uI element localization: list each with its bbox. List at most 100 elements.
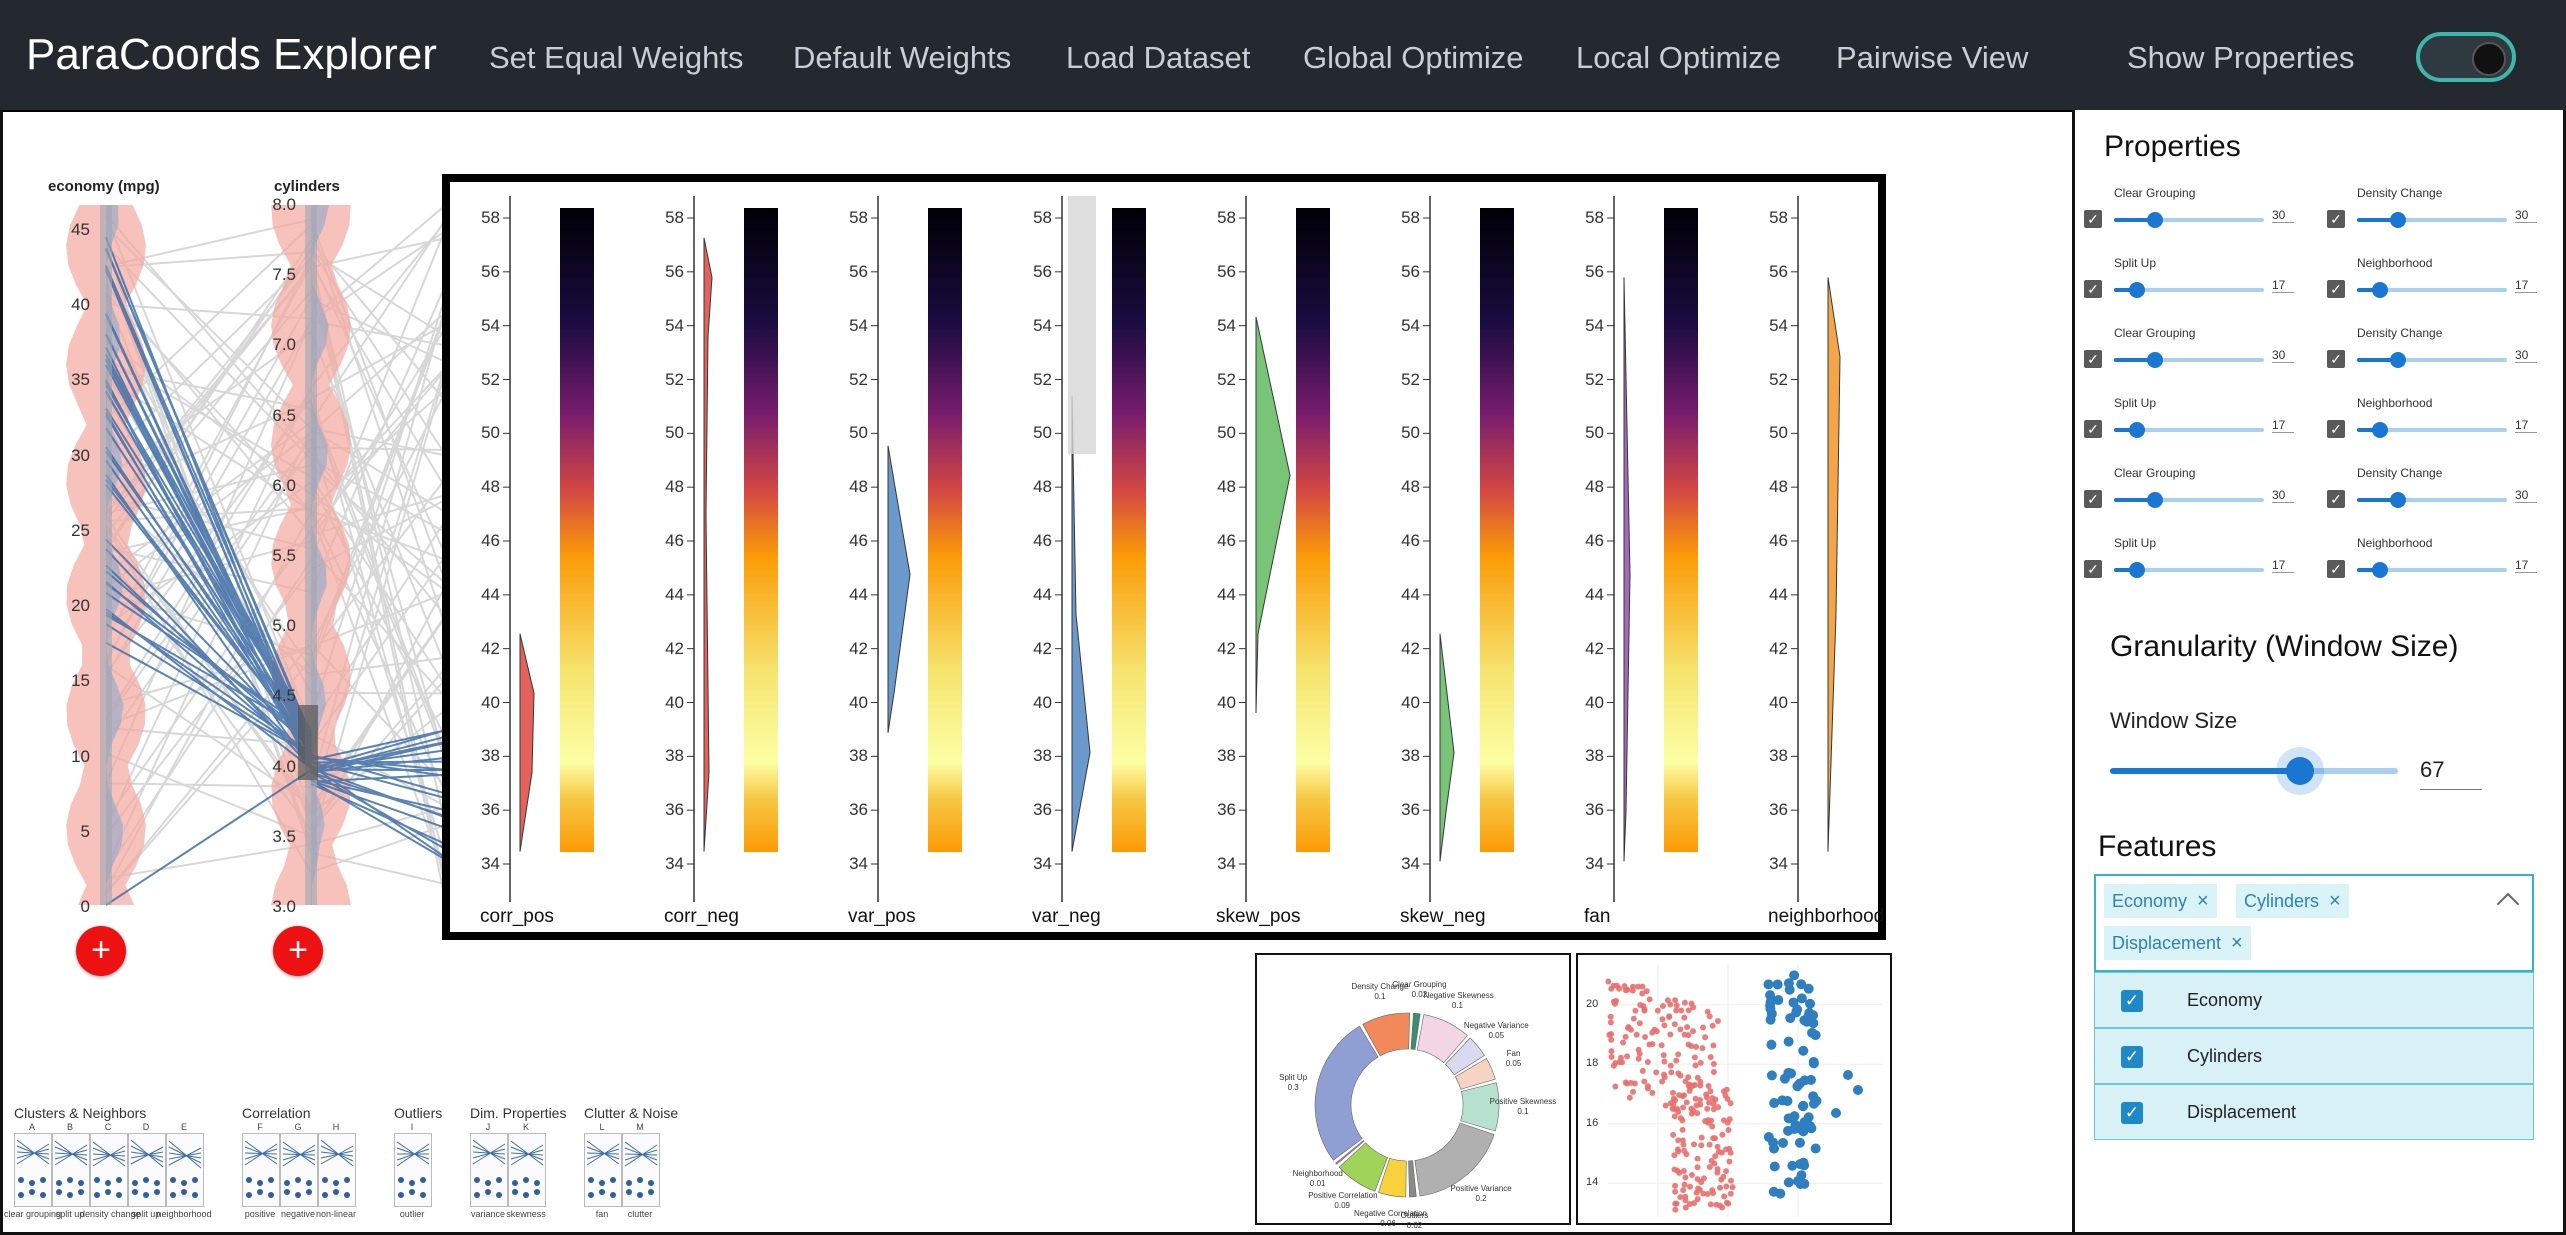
pattern-thumbnail[interactable] <box>280 1133 318 1207</box>
property-slider-thumb[interactable] <box>2389 352 2406 368</box>
property-slider[interactable] <box>2114 282 2264 298</box>
property-value[interactable]: 17 <box>2272 558 2294 573</box>
close-icon[interactable]: × <box>2231 932 2243 954</box>
pattern-thumbnail[interactable] <box>166 1133 204 1207</box>
property-slider-thumb[interactable] <box>2371 282 2388 298</box>
property-value[interactable]: 17 <box>2515 418 2537 433</box>
pattern-thumbnail[interactable] <box>14 1133 52 1207</box>
property-slider-thumb[interactable] <box>2128 282 2145 298</box>
window-size-slider-thumb[interactable] <box>2286 757 2315 785</box>
set-equal-weights-button[interactable]: Set Equal Weights <box>489 40 744 75</box>
features-heading: Features <box>2098 830 2217 863</box>
pattern-thumbnail[interactable] <box>242 1133 280 1207</box>
property-checkbox[interactable]: ✓ <box>2084 420 2102 438</box>
checkbox-economy[interactable]: ✓ <box>2121 990 2143 1012</box>
property-checkbox[interactable]: ✓ <box>2327 350 2345 368</box>
property-value[interactable]: 17 <box>2272 418 2294 433</box>
pattern-thumbnail[interactable] <box>394 1133 432 1207</box>
property-value[interactable]: 30 <box>2272 348 2294 363</box>
property-value[interactable]: 17 <box>2515 558 2537 573</box>
property-slider-thumb[interactable] <box>2371 562 2388 578</box>
property-slider-thumb[interactable] <box>2146 492 2163 508</box>
property-checkbox[interactable]: ✓ <box>2327 280 2345 298</box>
property-slider[interactable] <box>2357 422 2507 438</box>
close-icon[interactable]: × <box>2197 890 2209 912</box>
chip-economy[interactable]: Economy × <box>2104 884 2217 918</box>
metric-y-tick: 38 <box>481 746 500 766</box>
local-optimize-button[interactable]: Local Optimize <box>1576 40 1782 75</box>
scatter-point <box>1677 1115 1684 1122</box>
features-multiselect[interactable]: Economy × Cylinders × Displacement × <box>2094 874 2534 972</box>
property-checkbox[interactable]: ✓ <box>2084 560 2102 578</box>
feature-option-displacement[interactable]: ✓ Displacement <box>2094 1084 2534 1140</box>
chip-cylinders[interactable]: Cylinders × <box>2236 884 2349 918</box>
global-optimize-button[interactable]: Global Optimize <box>1303 40 1524 75</box>
feature-option-cylinders[interactable]: ✓ Cylinders <box>2094 1028 2534 1084</box>
show-properties-label[interactable]: Show Properties <box>2127 40 2355 75</box>
pattern-thumbnail[interactable] <box>508 1133 546 1207</box>
property-slider[interactable] <box>2357 562 2507 578</box>
pattern-thumbnail[interactable] <box>52 1133 90 1207</box>
parallel-coordinates-plot[interactable] <box>0 190 445 930</box>
donut-slice <box>1408 1160 1417 1198</box>
pattern-thumbnail[interactable] <box>318 1133 356 1207</box>
property-value[interactable]: 17 <box>2515 278 2537 293</box>
pattern-thumbnail[interactable] <box>90 1133 128 1207</box>
property-slider[interactable] <box>2114 212 2264 228</box>
property-slider-thumb[interactable] <box>2128 422 2145 438</box>
property-slider-thumb[interactable] <box>2389 212 2406 228</box>
property-checkbox[interactable]: ✓ <box>2084 350 2102 368</box>
pattern-thumbnail[interactable] <box>470 1133 508 1207</box>
property-slider[interactable] <box>2114 422 2264 438</box>
property-checkbox[interactable]: ✓ <box>2084 280 2102 298</box>
property-value[interactable]: 30 <box>2515 348 2537 363</box>
property-slider-thumb[interactable] <box>2128 562 2145 578</box>
pattern-thumbnail[interactable] <box>622 1133 660 1207</box>
add-cylinders-button[interactable]: + <box>273 926 323 976</box>
feature-option-economy[interactable]: ✓ Economy <box>2094 972 2534 1028</box>
property-slider-thumb[interactable] <box>2146 352 2163 368</box>
show-properties-toggle[interactable] <box>2416 32 2516 82</box>
property-slider-thumb[interactable] <box>2389 492 2406 508</box>
property-slider-fill <box>2114 428 2137 432</box>
property-slider[interactable] <box>2357 282 2507 298</box>
main-canvas-frame <box>0 110 2072 1235</box>
property-checkbox[interactable]: ✓ <box>2327 420 2345 438</box>
property-checkbox[interactable]: ✓ <box>2327 490 2345 508</box>
property-value[interactable]: 30 <box>2515 488 2537 503</box>
metric-label-skew_neg: skew_neg <box>1400 906 1486 927</box>
property-checkbox[interactable]: ✓ <box>2327 560 2345 578</box>
property-value[interactable]: 30 <box>2515 208 2537 223</box>
property-slider-thumb[interactable] <box>2371 422 2388 438</box>
property-slider[interactable] <box>2114 352 2264 368</box>
cylinders-tick: 4.5 <box>272 686 296 706</box>
property-slider[interactable] <box>2114 562 2264 578</box>
close-icon[interactable]: × <box>2329 890 2341 912</box>
pattern-thumbnail[interactable] <box>584 1133 622 1207</box>
scatter-point <box>1671 1166 1678 1173</box>
property-value[interactable]: 30 <box>2272 208 2294 223</box>
default-weights-button[interactable]: Default Weights <box>793 40 1012 75</box>
property-checkbox[interactable]: ✓ <box>2084 490 2102 508</box>
checkbox-cylinders[interactable]: ✓ <box>2121 1046 2143 1068</box>
property-slider-thumb[interactable] <box>2146 212 2163 228</box>
property-slider[interactable] <box>2357 352 2507 368</box>
pairwise-view-button[interactable]: Pairwise View <box>1836 40 2029 75</box>
property-slider[interactable] <box>2357 212 2507 228</box>
checkbox-displacement[interactable]: ✓ <box>2121 1102 2143 1124</box>
property-slider[interactable] <box>2357 492 2507 508</box>
add-economy-button[interactable]: + <box>76 926 126 976</box>
load-dataset-button[interactable]: Load Dataset <box>1066 40 1251 75</box>
property-checkbox[interactable]: ✓ <box>2084 210 2102 228</box>
cylinders-tick: 5.5 <box>272 546 296 565</box>
property-value[interactable]: 17 <box>2272 278 2294 293</box>
window-size-value[interactable]: 67 <box>2420 757 2482 790</box>
property-slider[interactable] <box>2114 492 2264 508</box>
scatter-point <box>1679 1126 1686 1133</box>
property-value[interactable]: 30 <box>2272 488 2294 503</box>
property-checkbox[interactable]: ✓ <box>2327 210 2345 228</box>
chevron-up-icon[interactable] <box>2496 892 2520 916</box>
pattern-thumbnail[interactable] <box>128 1133 166 1207</box>
window-size-slider[interactable] <box>2110 747 2398 795</box>
chip-displacement[interactable]: Displacement × <box>2104 926 2251 960</box>
